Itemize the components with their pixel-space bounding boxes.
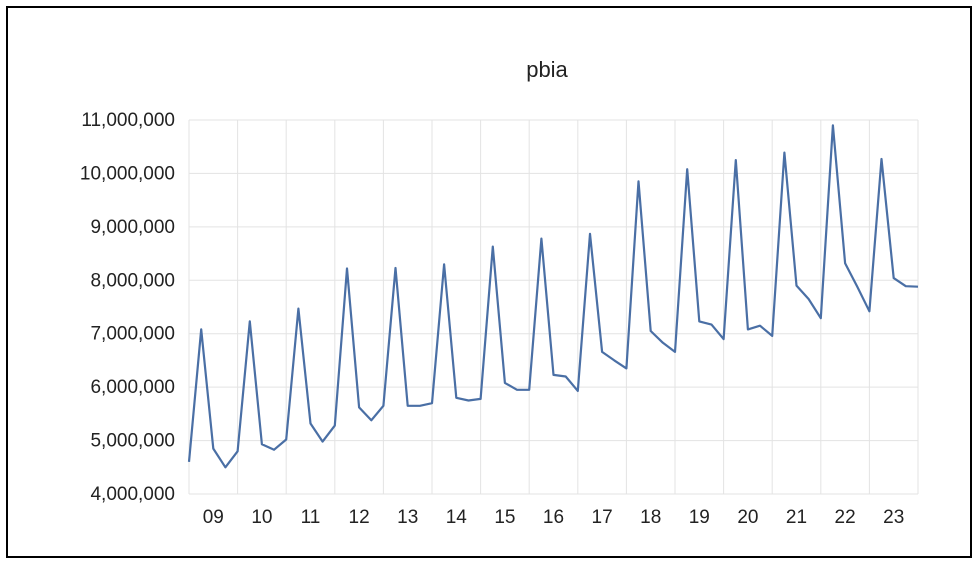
x-tick-label: 13: [397, 507, 418, 528]
x-tick-label: 19: [689, 507, 710, 528]
x-tick-label: 14: [446, 507, 468, 528]
x-tick-label: 21: [786, 507, 807, 528]
series-layer: [187, 124, 919, 469]
x-tick-label: 11: [301, 507, 321, 528]
x-tick-label: 09: [203, 507, 224, 528]
x-tick-label: 15: [494, 507, 515, 528]
x-tick-label: 22: [835, 507, 856, 528]
x-tick-label: 20: [737, 507, 758, 528]
x-tick-label: 10: [251, 507, 272, 528]
y-tick-label: 7,000,000: [90, 324, 175, 345]
grid-layer: [188, 119, 919, 495]
chart-title: pbia: [526, 57, 568, 82]
x-tick-label: 12: [349, 507, 370, 528]
y-tick-label: 11,000,000: [81, 110, 175, 131]
y-tick-label: 9,000,000: [90, 217, 175, 238]
y-tick-label: 10,000,000: [80, 163, 175, 184]
y-tick-label: 6,000,000: [90, 377, 175, 398]
series-line: [187, 124, 919, 469]
y-axis-ticks: 4,000,000 5,000,000 6,000,000 7,000,000 8,00…: [80, 110, 175, 505]
y-tick-label: 5,000,000: [90, 431, 175, 452]
y-tick-label: 4,000,000: [90, 484, 175, 505]
y-tick-label: 8,000,000: [90, 270, 175, 291]
x-axis-ticks: 09 10 11 12 13 14 15 16 17 18 19 20 21 22 23: [203, 507, 905, 528]
x-tick-label: 16: [543, 507, 564, 528]
x-tick-label: 18: [640, 507, 661, 528]
x-tick-label: 17: [592, 507, 613, 528]
x-tick-label: 23: [883, 507, 904, 528]
